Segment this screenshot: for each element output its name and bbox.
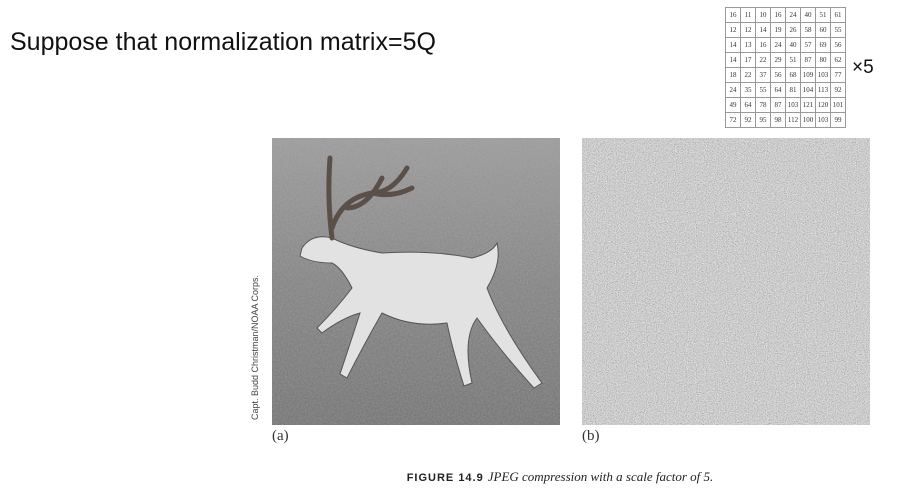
matrix-cell: 121 xyxy=(800,97,816,113)
matrix-row: 24 35 55 64 81 104 113 92 xyxy=(725,82,846,98)
matrix-cell: 98 xyxy=(770,112,786,128)
matrix-row: 14 13 16 24 40 57 69 56 xyxy=(725,37,846,53)
matrix-cell: 81 xyxy=(785,82,801,98)
matrix-cell: 24 xyxy=(725,82,741,98)
matrix-cell: 14 xyxy=(755,22,771,38)
matrix-cell: 92 xyxy=(740,112,756,128)
quantization-matrix: 16 11 10 16 24 40 51 61 12 12 14 19 26 58 60 55 14 13 16 24… xyxy=(725,7,846,128)
matrix-cell: 12 xyxy=(740,22,756,38)
matrix-cell: 56 xyxy=(770,67,786,83)
caption-text: JPEG compression with a scale factor of … xyxy=(487,469,714,484)
matrix-cell: 104 xyxy=(800,82,816,98)
matrix-row: 49 64 78 87 103 121 120 101 xyxy=(725,97,846,113)
matrix-cell: 24 xyxy=(770,37,786,53)
matrix-cell: 29 xyxy=(770,52,786,68)
matrix-cell: 72 xyxy=(725,112,741,128)
matrix-row: 18 22 37 56 68 109 103 77 xyxy=(725,67,846,83)
matrix-cell: 22 xyxy=(755,52,771,68)
matrix-cell: 99 xyxy=(830,112,846,128)
matrix-cell: 78 xyxy=(755,97,771,113)
matrix-cell: 57 xyxy=(800,37,816,53)
matrix-cell: 109 xyxy=(800,67,816,83)
matrix-row: 16 11 10 16 24 40 51 61 xyxy=(725,7,846,23)
label-b: (b) xyxy=(582,428,600,444)
matrix-cell: 49 xyxy=(725,97,741,113)
figure-caption: FIGURE 14.9 JPEG compression with a scale… xyxy=(0,469,908,485)
matrix-cell: 12 xyxy=(725,22,741,38)
matrix-cell: 77 xyxy=(830,67,846,83)
matrix-cell: 68 xyxy=(785,67,801,83)
matrix-cell: 62 xyxy=(830,52,846,68)
matrix-cell: 87 xyxy=(800,52,816,68)
caribou-photo xyxy=(272,138,560,425)
matrix-cell: 18 xyxy=(725,67,741,83)
matrix-cell: 40 xyxy=(785,37,801,53)
photo-credit: Capt. Budd Christman/NOAA Corps. xyxy=(250,274,260,420)
figure-number: FIGURE 14.9 xyxy=(406,472,484,484)
label-a: (a) xyxy=(272,428,289,444)
matrix-cell: 10 xyxy=(755,7,771,23)
matrix-cell: 120 xyxy=(815,97,831,113)
matrix-cell: 55 xyxy=(755,82,771,98)
matrix-cell: 37 xyxy=(755,67,771,83)
matrix-cell: 17 xyxy=(740,52,756,68)
matrix-row: 72 92 95 98 112 100 103 99 xyxy=(725,112,846,128)
matrix-cell: 100 xyxy=(800,112,816,128)
matrix-cell: 22 xyxy=(740,67,756,83)
slide-title: Suppose that normalization matrix=5Q xyxy=(10,28,436,56)
matrix-cell: 112 xyxy=(785,112,801,128)
matrix-cell: 56 xyxy=(830,37,846,53)
matrix-cell: 103 xyxy=(815,67,831,83)
matrix-row: 14 17 22 29 51 87 80 62 xyxy=(725,52,846,68)
matrix-cell: 11 xyxy=(740,7,756,23)
matrix-cell: 51 xyxy=(815,7,831,23)
matrix-cell: 16 xyxy=(770,7,786,23)
error-image xyxy=(582,138,870,425)
matrix-cell: 101 xyxy=(830,97,846,113)
matrix-cell: 26 xyxy=(785,22,801,38)
matrix-cell: 103 xyxy=(815,112,831,128)
matrix-cell: 24 xyxy=(785,7,801,23)
matrix-cell: 64 xyxy=(740,97,756,113)
matrix-cell: 13 xyxy=(740,37,756,53)
matrix-cell: 16 xyxy=(755,37,771,53)
multiplier: ×5 xyxy=(852,57,874,78)
matrix-cell: 69 xyxy=(815,37,831,53)
matrix-cell: 95 xyxy=(755,112,771,128)
matrix-cell: 103 xyxy=(785,97,801,113)
matrix-cell: 19 xyxy=(770,22,786,38)
matrix-cell: 60 xyxy=(815,22,831,38)
matrix-cell: 58 xyxy=(800,22,816,38)
matrix-cell: 64 xyxy=(770,82,786,98)
matrix-cell: 55 xyxy=(830,22,846,38)
matrix-cell: 40 xyxy=(800,7,816,23)
matrix-cell: 35 xyxy=(740,82,756,98)
matrix-cell: 16 xyxy=(725,7,741,23)
matrix-row: 12 12 14 19 26 58 60 55 xyxy=(725,22,846,38)
matrix-cell: 61 xyxy=(830,7,846,23)
matrix-cell: 113 xyxy=(815,82,831,98)
matrix-cell: 87 xyxy=(770,97,786,113)
matrix-cell: 80 xyxy=(815,52,831,68)
matrix-cell: 14 xyxy=(725,52,741,68)
matrix-cell: 92 xyxy=(830,82,846,98)
matrix-cell: 51 xyxy=(785,52,801,68)
matrix-cell: 14 xyxy=(725,37,741,53)
